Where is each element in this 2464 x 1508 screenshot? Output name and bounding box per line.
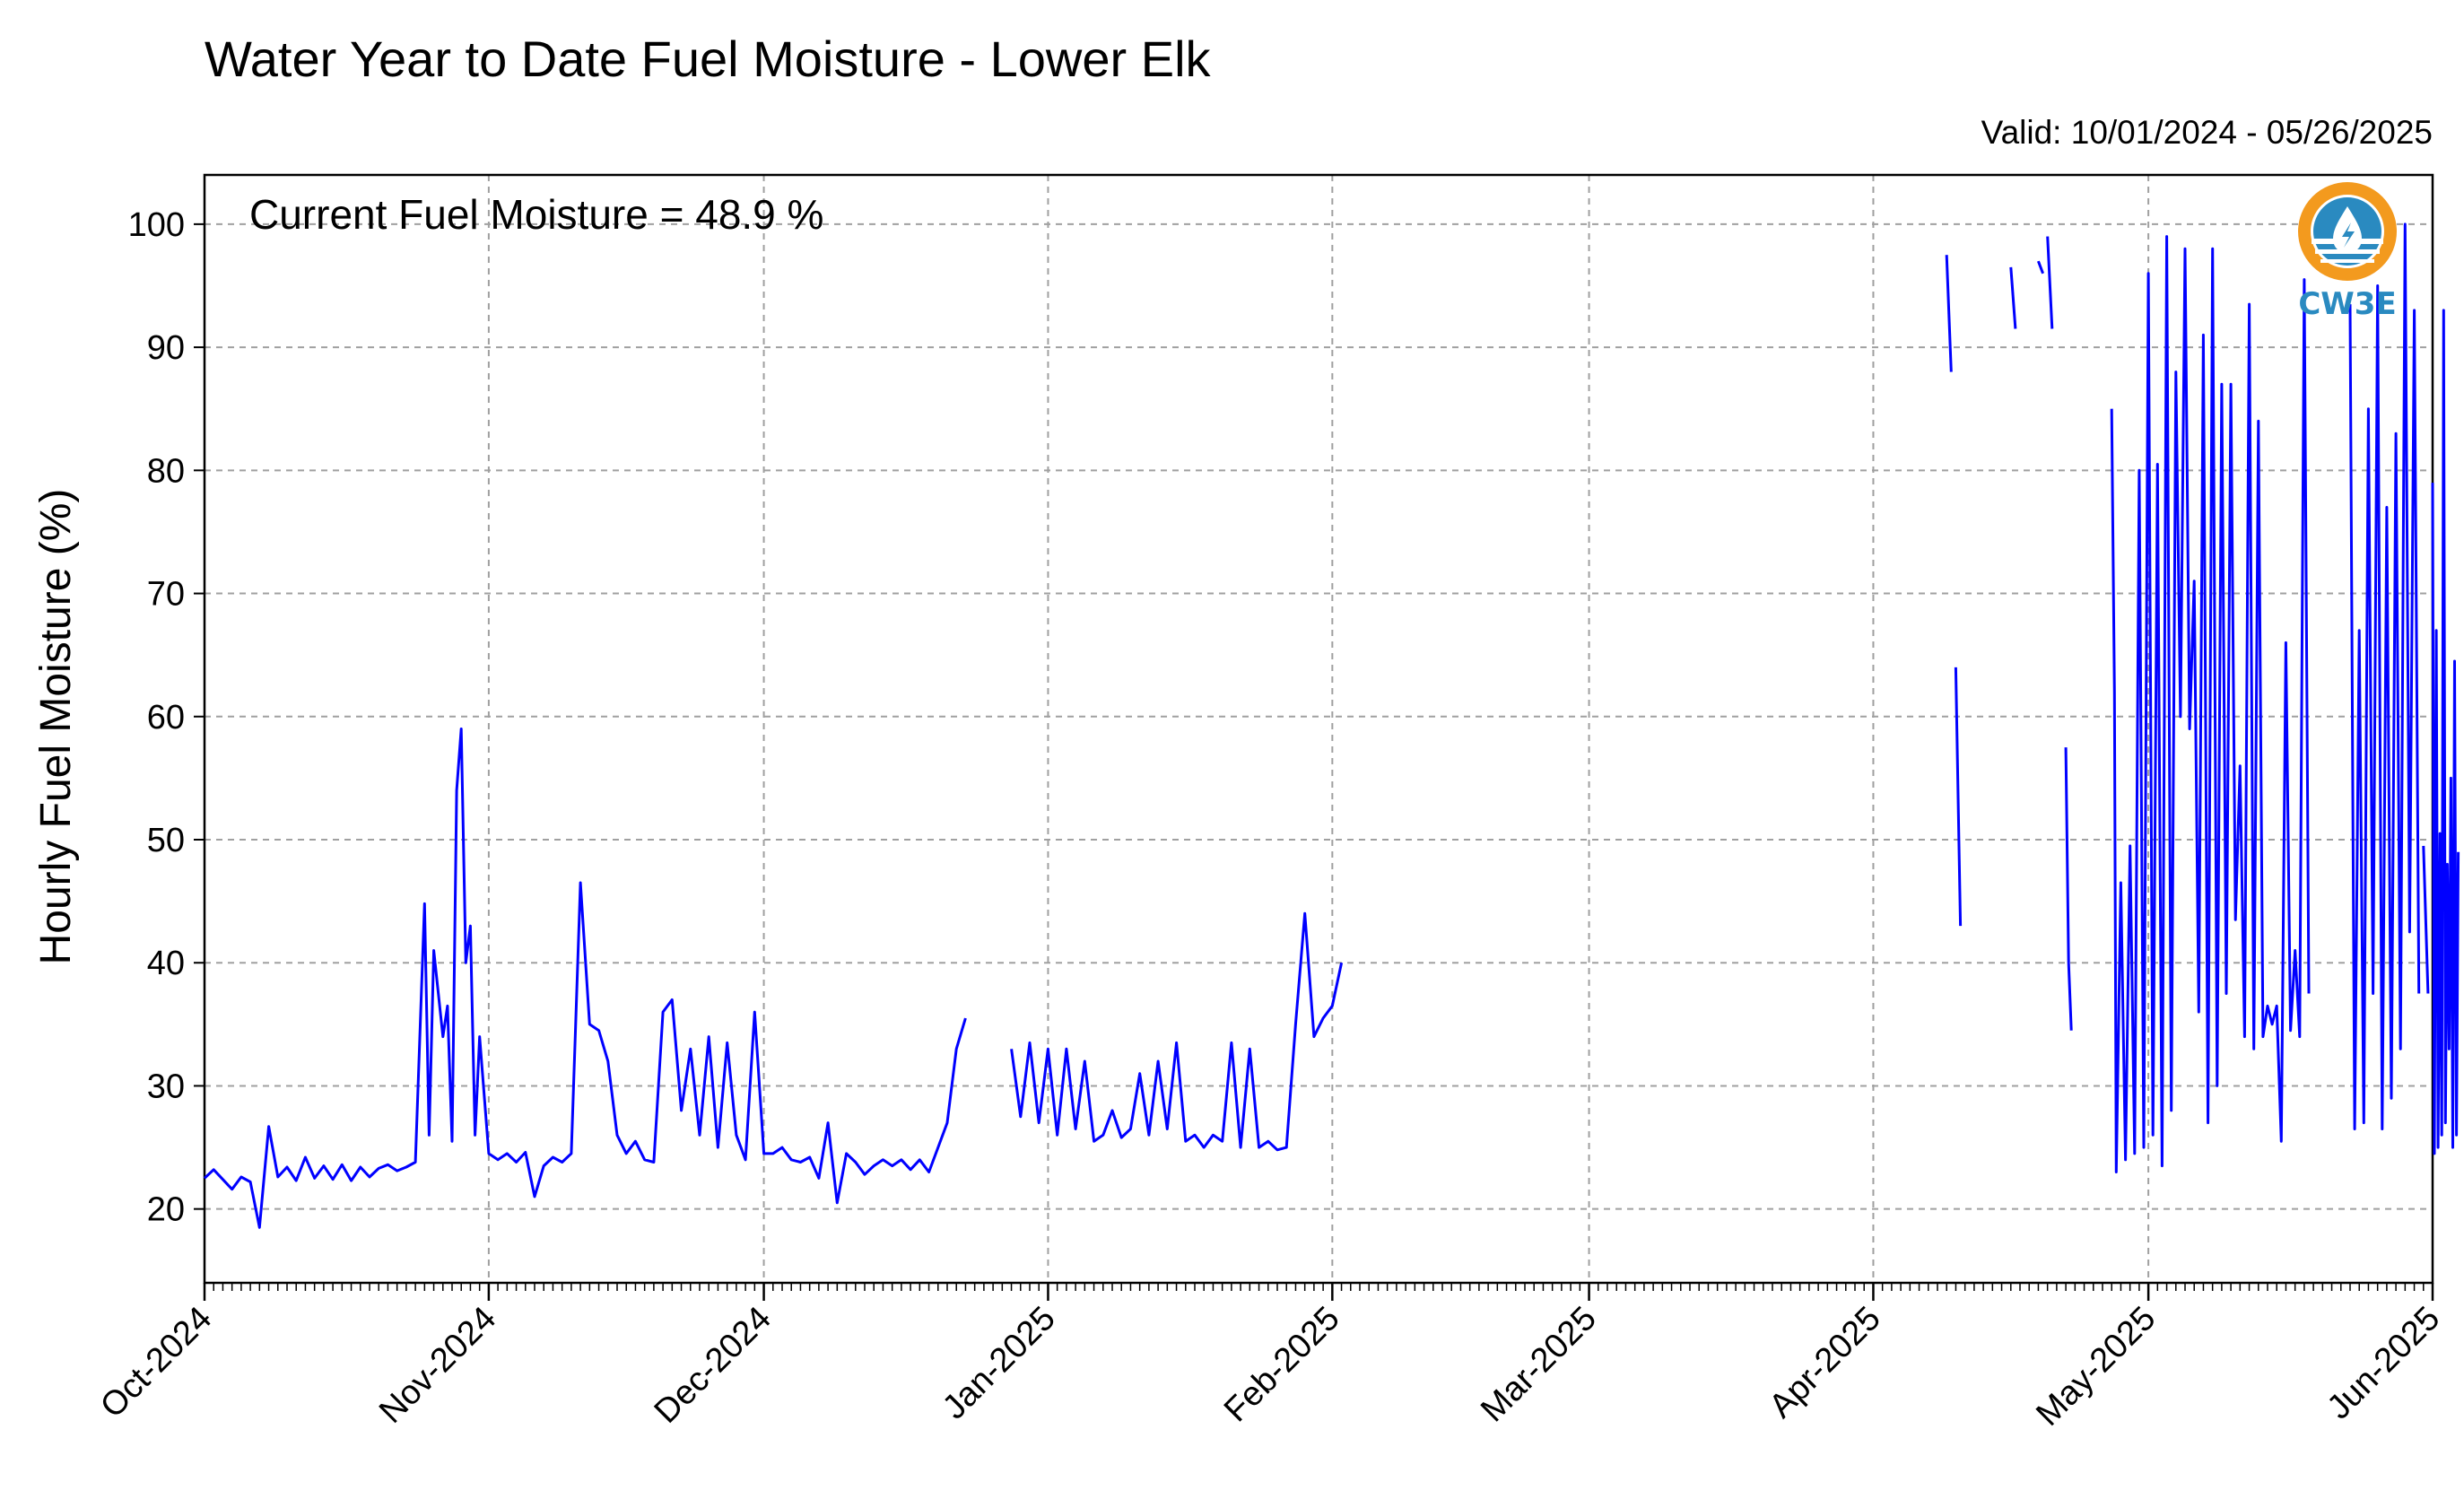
y-tick-label: 70	[147, 576, 185, 614]
fuel-moisture-line	[2422, 845, 2430, 994]
y-tick-label: 60	[147, 699, 185, 737]
y-tick-label: 30	[147, 1068, 185, 1105]
fuel-moisture-line	[1945, 255, 1953, 372]
logo-text: CW3E	[2298, 286, 2396, 322]
fuel-moisture-line	[1010, 911, 1344, 1152]
logo-ring-icon	[2298, 182, 2397, 281]
y-tick-label: 80	[147, 452, 185, 490]
series-lines	[203, 222, 2460, 1229]
chart-title: Water Year to Date Fuel Moisture - Lower…	[205, 31, 1212, 87]
chart-subtitle: Valid: 10/01/2024 - 05/26/2025	[1981, 114, 2433, 151]
y-tick-label: 90	[147, 329, 185, 367]
gridlines	[204, 175, 2434, 1283]
y-tick-label: 20	[147, 1191, 185, 1229]
fuel-moisture-line	[1954, 667, 1963, 927]
fuel-moisture-line	[203, 728, 967, 1229]
y-tick-label: 40	[147, 945, 185, 982]
fuel-moisture-line	[2431, 309, 2460, 1155]
y-tick-label: 50	[147, 822, 185, 859]
y-tick-label: 100	[128, 206, 185, 244]
fuel-moisture-line	[2064, 747, 2073, 1031]
fuel-moisture-line	[2046, 236, 2054, 329]
fuel-moisture-line	[2009, 266, 2017, 329]
y-axis-label: Hourly Fuel Moisture (%)	[32, 489, 80, 965]
cw3e-logo: CW3E	[2298, 182, 2397, 322]
fuel-moisture-line	[2110, 235, 2311, 1173]
current-moisture-annotation: Current Fuel Moisture = 48.9 %	[249, 191, 823, 238]
fuel-moisture-line	[2348, 222, 2421, 1130]
fuel-moisture-line	[2036, 260, 2045, 275]
